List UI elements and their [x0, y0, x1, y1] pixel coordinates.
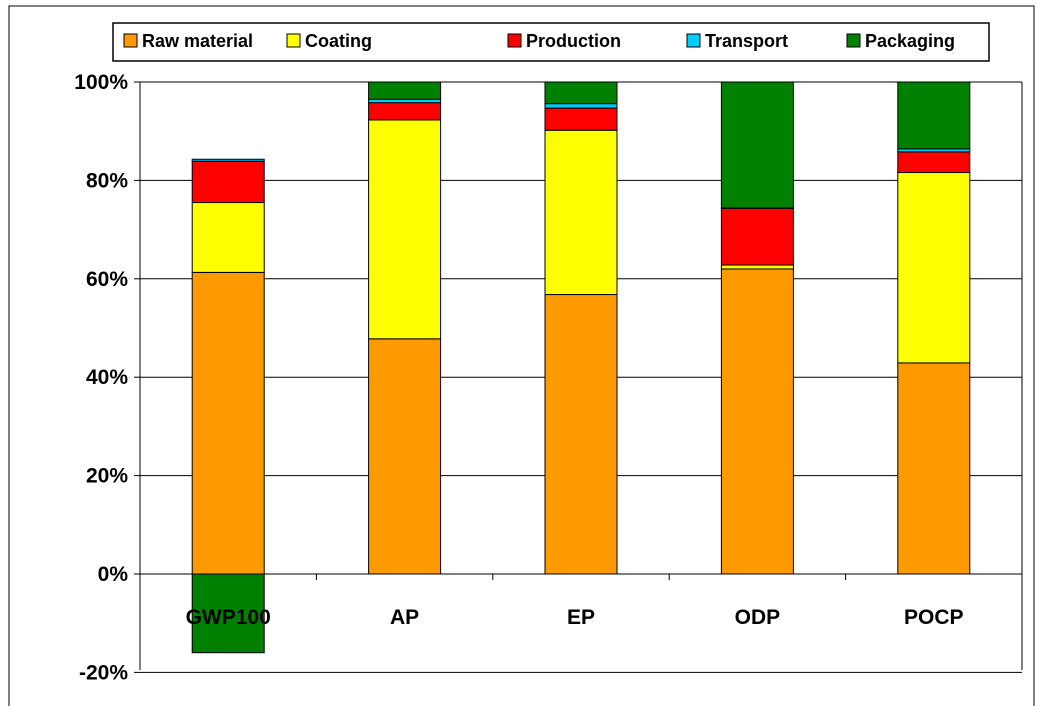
chart-frame	[8, 5, 1035, 706]
bar-segment-raw-material-odp	[720, 268, 794, 575]
bar-segment-raw-material-ep	[544, 294, 618, 575]
legend-entry: Coating	[305, 31, 372, 51]
bar-segment-raw-material-ap	[368, 338, 442, 575]
legend-entry: Transport	[705, 31, 788, 51]
bar-segment-coating-pocp	[897, 172, 971, 364]
legend-swatch	[846, 33, 861, 48]
y-tick-label: -20%	[79, 661, 128, 684]
y-tick-label: 20%	[86, 465, 128, 488]
legend-swatch	[507, 33, 522, 48]
category-label: POCP	[904, 606, 964, 629]
bar-segment-production-ep	[544, 107, 618, 131]
bar-segment-packaging-ap	[368, 81, 442, 100]
bar-segment-packaging-pocp	[897, 81, 971, 150]
bar-segment-packaging-odp	[720, 81, 794, 209]
legend-swatch	[123, 33, 138, 48]
axes	[134, 81, 1023, 673]
bar-segment-packaging-ep	[544, 81, 618, 105]
category-label: GWP100	[186, 606, 271, 629]
bar-segment-packaging-gwp100	[191, 573, 265, 654]
category-label: AP	[390, 606, 419, 629]
bar-segment-coating-ep	[544, 129, 618, 296]
category-labels: GWP100 AP EP ODP POCP	[186, 606, 964, 629]
legend-swatch	[686, 33, 701, 48]
category-label: EP	[567, 606, 595, 629]
y-tick-label: 40%	[86, 366, 128, 389]
legend-entry: Packaging	[865, 31, 955, 51]
bar-segment-raw-material-pocp	[897, 362, 971, 575]
y-tick-label: 0%	[98, 563, 129, 586]
bar-segment-coating-odp	[720, 264, 794, 270]
legend: Raw material Coating Production Transport Pa…	[123, 31, 955, 51]
bar-segment-transport-gwp100	[191, 158, 265, 162]
y-tick-label: 100%	[74, 71, 128, 94]
bar-segment-production-odp	[720, 207, 794, 266]
bars	[191, 81, 971, 654]
legend-entry: Raw material	[142, 31, 253, 51]
bar-segment-production-pocp	[897, 151, 971, 174]
category-label: ODP	[735, 606, 781, 629]
bar-segment-transport-ep	[544, 103, 618, 109]
legend-box	[112, 22, 990, 62]
y-tick-label: 60%	[86, 268, 128, 291]
y-tick-label: 80%	[86, 169, 128, 192]
bar-segment-transport-ap	[368, 98, 442, 104]
legend-swatch	[286, 33, 301, 48]
y-tick-labels: -20% 0% 20% 40% 60% 80% 100%	[74, 71, 128, 684]
legend-entry: Production	[526, 31, 621, 51]
bar-segment-coating-gwp100	[191, 202, 265, 273]
bar-segment-raw-material-gwp100	[191, 271, 265, 575]
bar-segment-production-ap	[368, 102, 442, 121]
bar-segment-production-gwp100	[191, 160, 265, 204]
bar-segment-coating-ap	[368, 119, 442, 340]
